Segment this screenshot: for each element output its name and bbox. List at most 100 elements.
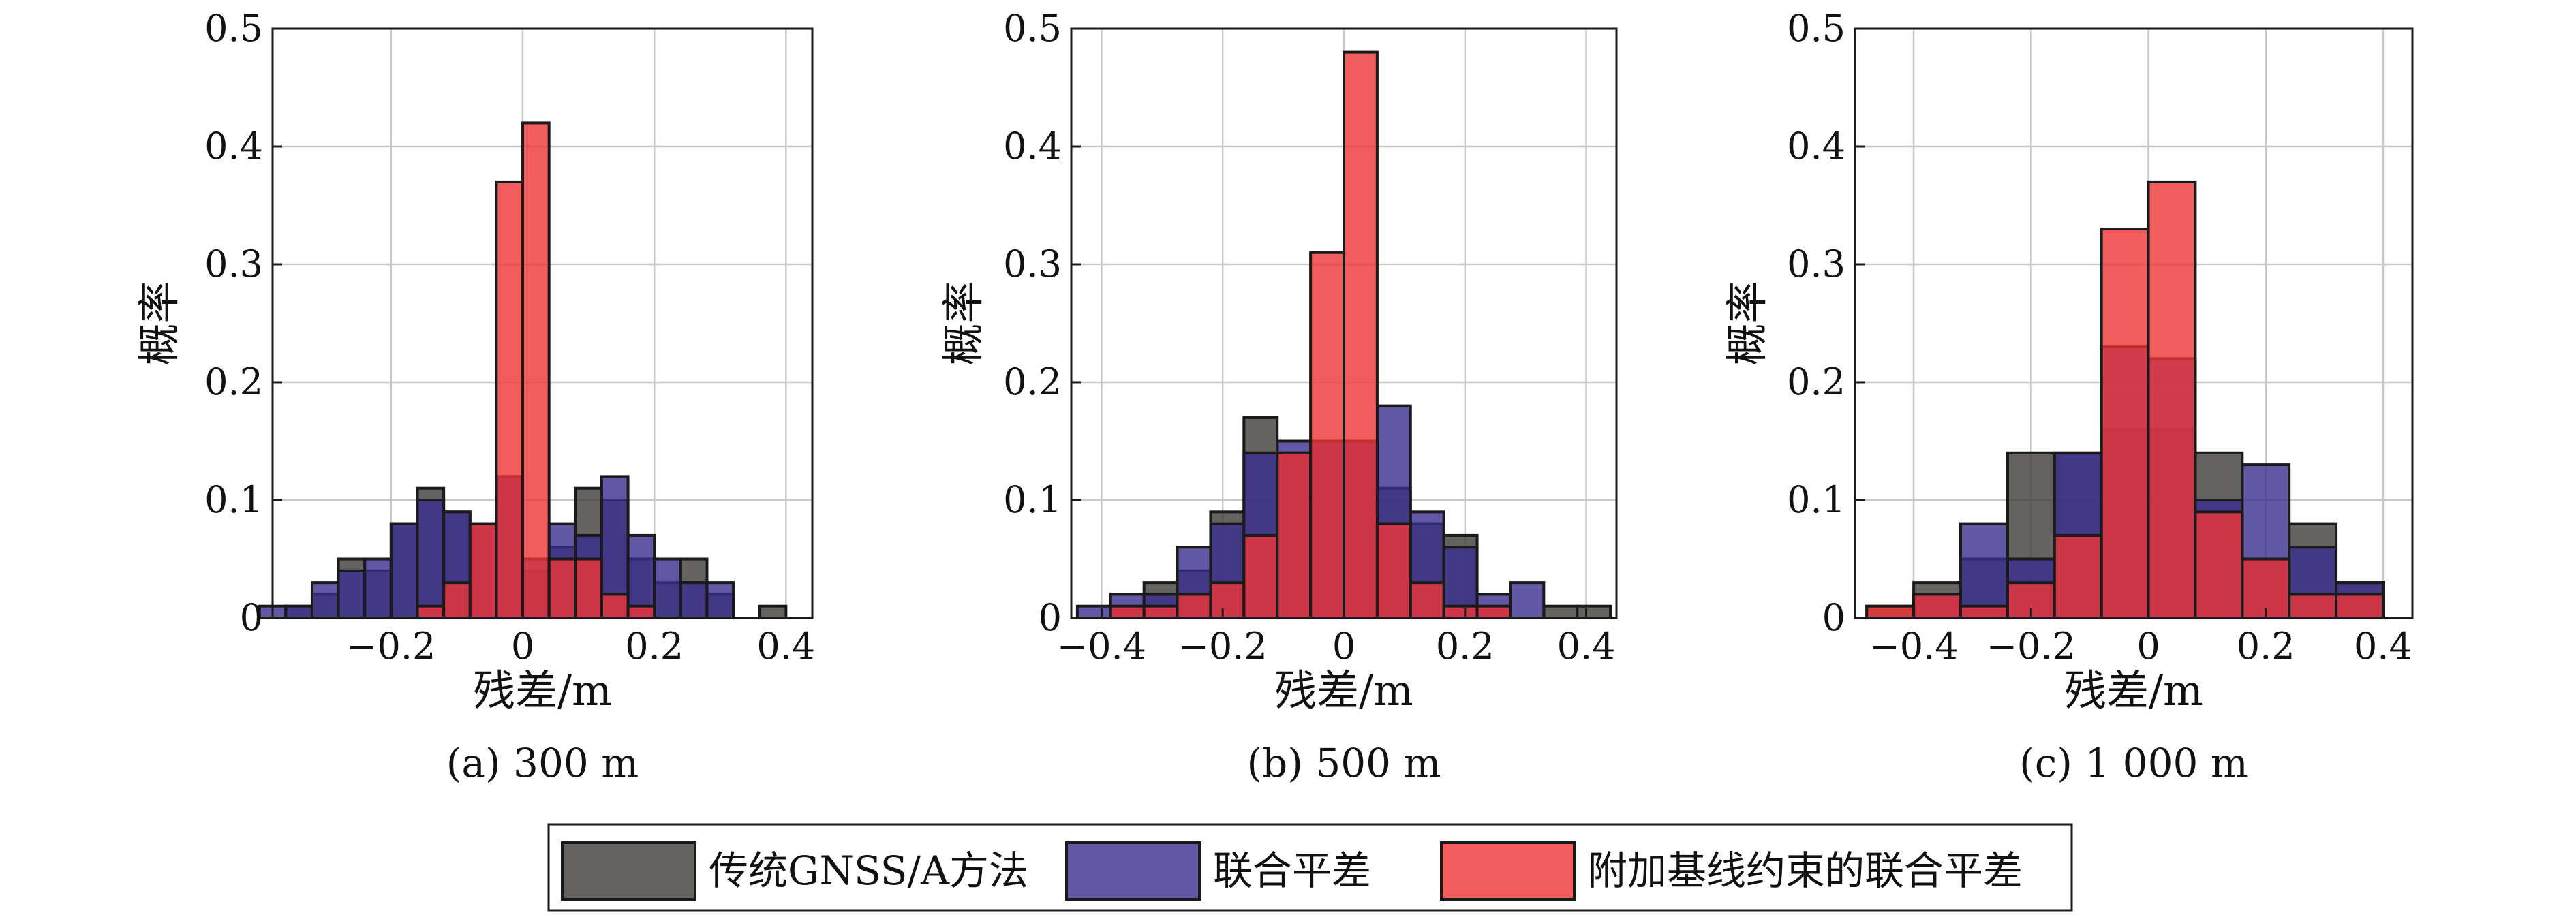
bar-constrained: [416, 604, 446, 620]
x-tick-label: 0.2: [625, 625, 684, 668]
y-tick-label: 0.3: [1787, 243, 1845, 285]
bar-constrained: [1912, 593, 1962, 620]
bar-constrained: [626, 604, 656, 620]
x-tick-label: −0.2: [1987, 625, 2076, 668]
y-tick-label: 0.1: [1003, 478, 1062, 521]
bar-constrained: [1959, 604, 2009, 620]
bar-constrained: [1176, 593, 1212, 620]
bar-traditional: [758, 604, 788, 620]
x-tick-label: 0.4: [756, 625, 815, 668]
y-tick-label: 0: [240, 596, 263, 639]
legend-swatch-joint: [1065, 841, 1201, 901]
y-tick-label: 0.2: [1787, 360, 1845, 403]
panel-caption: (c) 1 000 m: [2019, 740, 2248, 786]
x-tick-label: 0: [511, 625, 534, 668]
x-axis-label: 残差/m: [1274, 666, 1413, 715]
bar-joint: [626, 533, 656, 620]
bar-traditional: [1542, 604, 1579, 620]
y-tick-label: 0.4: [1787, 125, 1845, 168]
bar-constrained: [1276, 451, 1313, 619]
y-tick-label: 0.1: [1787, 478, 1845, 521]
legend-label-constrained: 附加基线约束的联合平差: [1588, 848, 2023, 894]
axes-frame: [271, 27, 814, 619]
bar-constrained: [1209, 581, 1246, 619]
bar-constrained: [1409, 581, 1445, 619]
bar-joint: [705, 581, 735, 619]
bar-constrained: [1375, 522, 1412, 619]
x-tick-label: −0.2: [346, 625, 435, 668]
bar-constrained: [1865, 604, 1916, 620]
panel-caption: (b) 500 m: [1247, 740, 1441, 786]
bar-joint: [389, 522, 419, 619]
bar-joint: [1075, 604, 1112, 620]
x-tick-label: 0.4: [2354, 625, 2412, 668]
x-tick-label: 0.2: [2237, 625, 2295, 668]
y-tick-label: 0.1: [204, 478, 263, 521]
y-axis-label: 概率: [938, 281, 988, 365]
y-tick-label: 0.3: [204, 243, 263, 285]
bar-constrained: [442, 581, 472, 619]
bar-joint: [653, 557, 682, 619]
bar-joint: [363, 557, 393, 619]
y-tick-label: 0.4: [204, 125, 263, 168]
bar-constrained: [1309, 251, 1345, 619]
bar-constrained: [1109, 604, 1146, 620]
x-tick-label: 0.4: [1557, 625, 1616, 668]
axes-frame: [1854, 27, 2414, 619]
panel-500m: −0.4 −0.2 0 0.2 0.4 0 0.1 0.2 0.3 0.4 0.5 残差/m 概率 (b)…: [938, 7, 1618, 786]
x-axis-label: 残差/m: [473, 666, 612, 715]
x-tick-label: 0: [1332, 625, 1355, 668]
y-tick-label: 0.3: [1003, 243, 1062, 285]
y-tick-label: 0.5: [1787, 7, 1845, 50]
bar-joint: [1509, 581, 1546, 619]
bar-constrained: [1343, 50, 1379, 620]
bar-joint: [337, 569, 367, 619]
legend-label-joint: 联合平差: [1213, 848, 1371, 894]
y-tick-label: 0.4: [1003, 125, 1062, 168]
bar-constrained: [2053, 533, 2103, 620]
bar-joint: [310, 581, 340, 619]
panel-1000m: −0.4 −0.2 0 0.2 0.4 0 0.1 0.2 0.3 0.4 0.5 残差/m 概率 (c)…: [1722, 7, 2414, 786]
legend-swatch-traditional: [561, 841, 696, 901]
y-tick-label: 0: [1039, 596, 1062, 639]
y-tick-label: 0: [1822, 596, 1845, 639]
x-tick-label: −0.4: [1057, 625, 1146, 668]
bar-constrained: [2335, 593, 2385, 620]
legend-box: [547, 823, 2073, 912]
x-tick-label: −0.2: [1178, 625, 1268, 668]
y-axis-label: 概率: [1722, 281, 1772, 365]
panel-caption: (a) 300 m: [446, 740, 639, 786]
y-tick-label: 0.2: [1003, 360, 1062, 403]
y-axis-label: 概率: [134, 281, 184, 365]
bar-constrained: [468, 522, 498, 619]
bar-traditional: [1576, 604, 1612, 620]
x-tick-label: −0.4: [1869, 625, 1959, 668]
legend: 传统GNSS/A方法 联合平差 附加基线约束的联合平差: [547, 823, 2073, 912]
bar-constrained: [1242, 533, 1279, 620]
bar-constrained: [2288, 593, 2338, 620]
bar-constrained: [2147, 180, 2197, 619]
bar-constrained: [1475, 604, 1512, 620]
legend-swatch-constrained: [1440, 841, 1576, 901]
x-tick-label: 0.2: [1436, 625, 1494, 668]
y-tick-label: 0.5: [1003, 7, 1062, 50]
panel-300m: −0.2 0 0.2 0.4 0 0.1 0.2 0.3 0.4 0.5 残差/m 概率 (a) 300…: [134, 7, 815, 786]
y-tick-label: 0.2: [204, 360, 263, 403]
bar-constrained: [547, 557, 577, 619]
bar-constrained: [2241, 557, 2291, 619]
x-axis-label: 残差/m: [2064, 666, 2203, 715]
y-tick-label: 0.5: [204, 7, 263, 50]
bar-joint: [1959, 522, 2009, 619]
bar-constrained: [495, 180, 525, 619]
bar-constrained: [521, 121, 551, 619]
bar-constrained: [1442, 604, 1479, 620]
bar-joint: [416, 499, 446, 619]
legend-label-traditional: 传统GNSS/A方法: [709, 848, 1028, 894]
bar-joint: [284, 604, 313, 620]
bar-constrained: [574, 557, 603, 619]
bar-constrained: [2194, 510, 2244, 619]
bar-joint: [679, 581, 709, 619]
bar-constrained: [1142, 604, 1179, 620]
bar-constrained: [2100, 228, 2150, 620]
